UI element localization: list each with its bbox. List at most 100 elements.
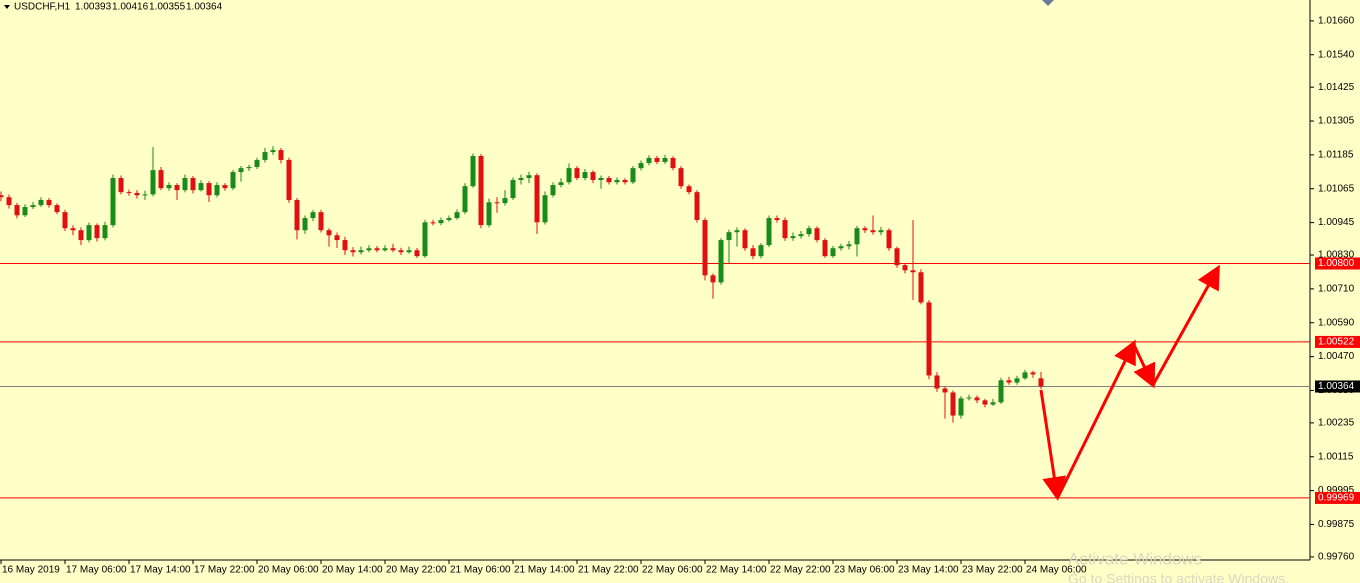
candle-body xyxy=(958,398,964,416)
y-tick-label: 1.01540 xyxy=(1318,49,1355,60)
candle-body xyxy=(166,185,172,189)
x-tick-label: 16 May 2019 xyxy=(2,565,60,576)
price-label: 1.00364 xyxy=(1318,381,1355,392)
watermark: Go to Settings to activate Windows. xyxy=(1068,571,1289,583)
candle-body xyxy=(310,212,316,219)
candle-body xyxy=(614,179,620,183)
x-tick-label: 20 May 14:00 xyxy=(322,565,383,576)
x-tick-label: 17 May 22:00 xyxy=(194,565,255,576)
price-label-box xyxy=(1315,491,1360,504)
candle-body xyxy=(862,228,868,231)
candle-body xyxy=(582,172,588,179)
price-label-box xyxy=(1315,380,1360,393)
candle-body xyxy=(174,185,180,191)
candle-body xyxy=(190,178,196,191)
candle-body xyxy=(230,172,236,189)
candle-body xyxy=(414,250,420,257)
candle-body xyxy=(774,218,780,221)
candle-body xyxy=(318,212,324,231)
y-tick-label: 1.00115 xyxy=(1318,451,1354,462)
candle-body xyxy=(550,185,556,196)
candle-body xyxy=(382,248,388,251)
candle-body xyxy=(510,179,516,199)
candle-body xyxy=(822,240,828,257)
candle-body xyxy=(94,225,100,239)
candle-body xyxy=(662,157,668,162)
candle-body xyxy=(830,248,836,257)
candle-body xyxy=(454,212,460,219)
candle-body xyxy=(398,250,404,253)
candle-body xyxy=(542,195,548,223)
candle-body xyxy=(878,230,884,233)
y-tick-label: 1.00235 xyxy=(1318,418,1355,429)
candle-body xyxy=(86,225,92,241)
candle-body xyxy=(422,222,428,257)
candle-body xyxy=(1022,372,1028,379)
x-tick-label: 23 May 14:00 xyxy=(898,565,959,576)
candle-body xyxy=(782,220,788,239)
ohlc-high: 1.00416 xyxy=(112,2,149,13)
x-tick-label: 24 May 06:00 xyxy=(1026,565,1087,576)
candle-body xyxy=(638,163,644,169)
price-label-box xyxy=(1315,335,1360,348)
price-label: 0.99969 xyxy=(1318,493,1355,504)
candle-body xyxy=(374,248,380,251)
candle-body xyxy=(198,183,204,191)
candle-body xyxy=(222,185,228,189)
candle-body xyxy=(734,230,740,233)
candle-body xyxy=(710,275,716,283)
candle-body xyxy=(574,168,580,179)
price-label: 1.00522 xyxy=(1318,337,1355,348)
candle-body xyxy=(566,168,572,183)
arrow xyxy=(1132,344,1156,389)
y-tick-label: 1.00945 xyxy=(1318,217,1355,228)
ohlc-close: 1.00364 xyxy=(186,2,223,13)
arrow xyxy=(1151,264,1220,386)
candle-body xyxy=(110,178,116,226)
candle-body xyxy=(606,178,612,183)
x-tick-label: 22 May 22:00 xyxy=(770,565,831,576)
candle-body xyxy=(694,192,700,221)
ohlc-low: 1.00355 xyxy=(149,2,186,13)
candle-body xyxy=(46,200,52,206)
candle-body xyxy=(358,250,364,253)
candle-body xyxy=(526,175,532,179)
candle-body xyxy=(334,235,340,241)
candle-body xyxy=(790,236,796,239)
candle-body xyxy=(622,179,628,183)
candle-body xyxy=(54,205,60,213)
candle-body xyxy=(366,248,372,251)
candle-body xyxy=(982,400,988,405)
y-tick-label: 1.01065 xyxy=(1318,183,1355,194)
candle-body xyxy=(918,272,924,303)
candle-body xyxy=(150,170,156,195)
watermark: Activate Windows xyxy=(1068,549,1202,568)
candle-body xyxy=(62,212,68,229)
x-tick-label: 22 May 14:00 xyxy=(706,565,767,576)
candle-body xyxy=(6,197,12,206)
y-tick-label: 1.00710 xyxy=(1318,284,1355,295)
candle-body xyxy=(838,246,844,249)
candle-body xyxy=(326,230,332,236)
candle-body xyxy=(262,152,268,160)
candle-body xyxy=(846,244,852,247)
candle-body xyxy=(182,178,188,191)
candle-body xyxy=(278,150,284,160)
candle-body xyxy=(126,192,132,194)
x-tick-label: 21 May 22:00 xyxy=(578,565,639,576)
x-tick-label: 21 May 06:00 xyxy=(450,565,511,576)
candle-body xyxy=(902,265,908,271)
x-tick-label: 21 May 14:00 xyxy=(514,565,575,576)
symbol: USDCHF,H1 xyxy=(14,2,71,13)
scroll-marker xyxy=(1042,0,1054,6)
candle-body xyxy=(726,232,732,241)
candle-body xyxy=(814,228,820,241)
y-tick-label: 0.99875 xyxy=(1318,519,1355,530)
x-tick-label: 17 May 06:00 xyxy=(66,565,127,576)
y-tick-label: 1.00470 xyxy=(1318,351,1355,362)
arrow xyxy=(1056,339,1136,498)
candle-body xyxy=(342,240,348,251)
candle-body xyxy=(1006,380,1012,383)
candle-body xyxy=(206,183,212,196)
